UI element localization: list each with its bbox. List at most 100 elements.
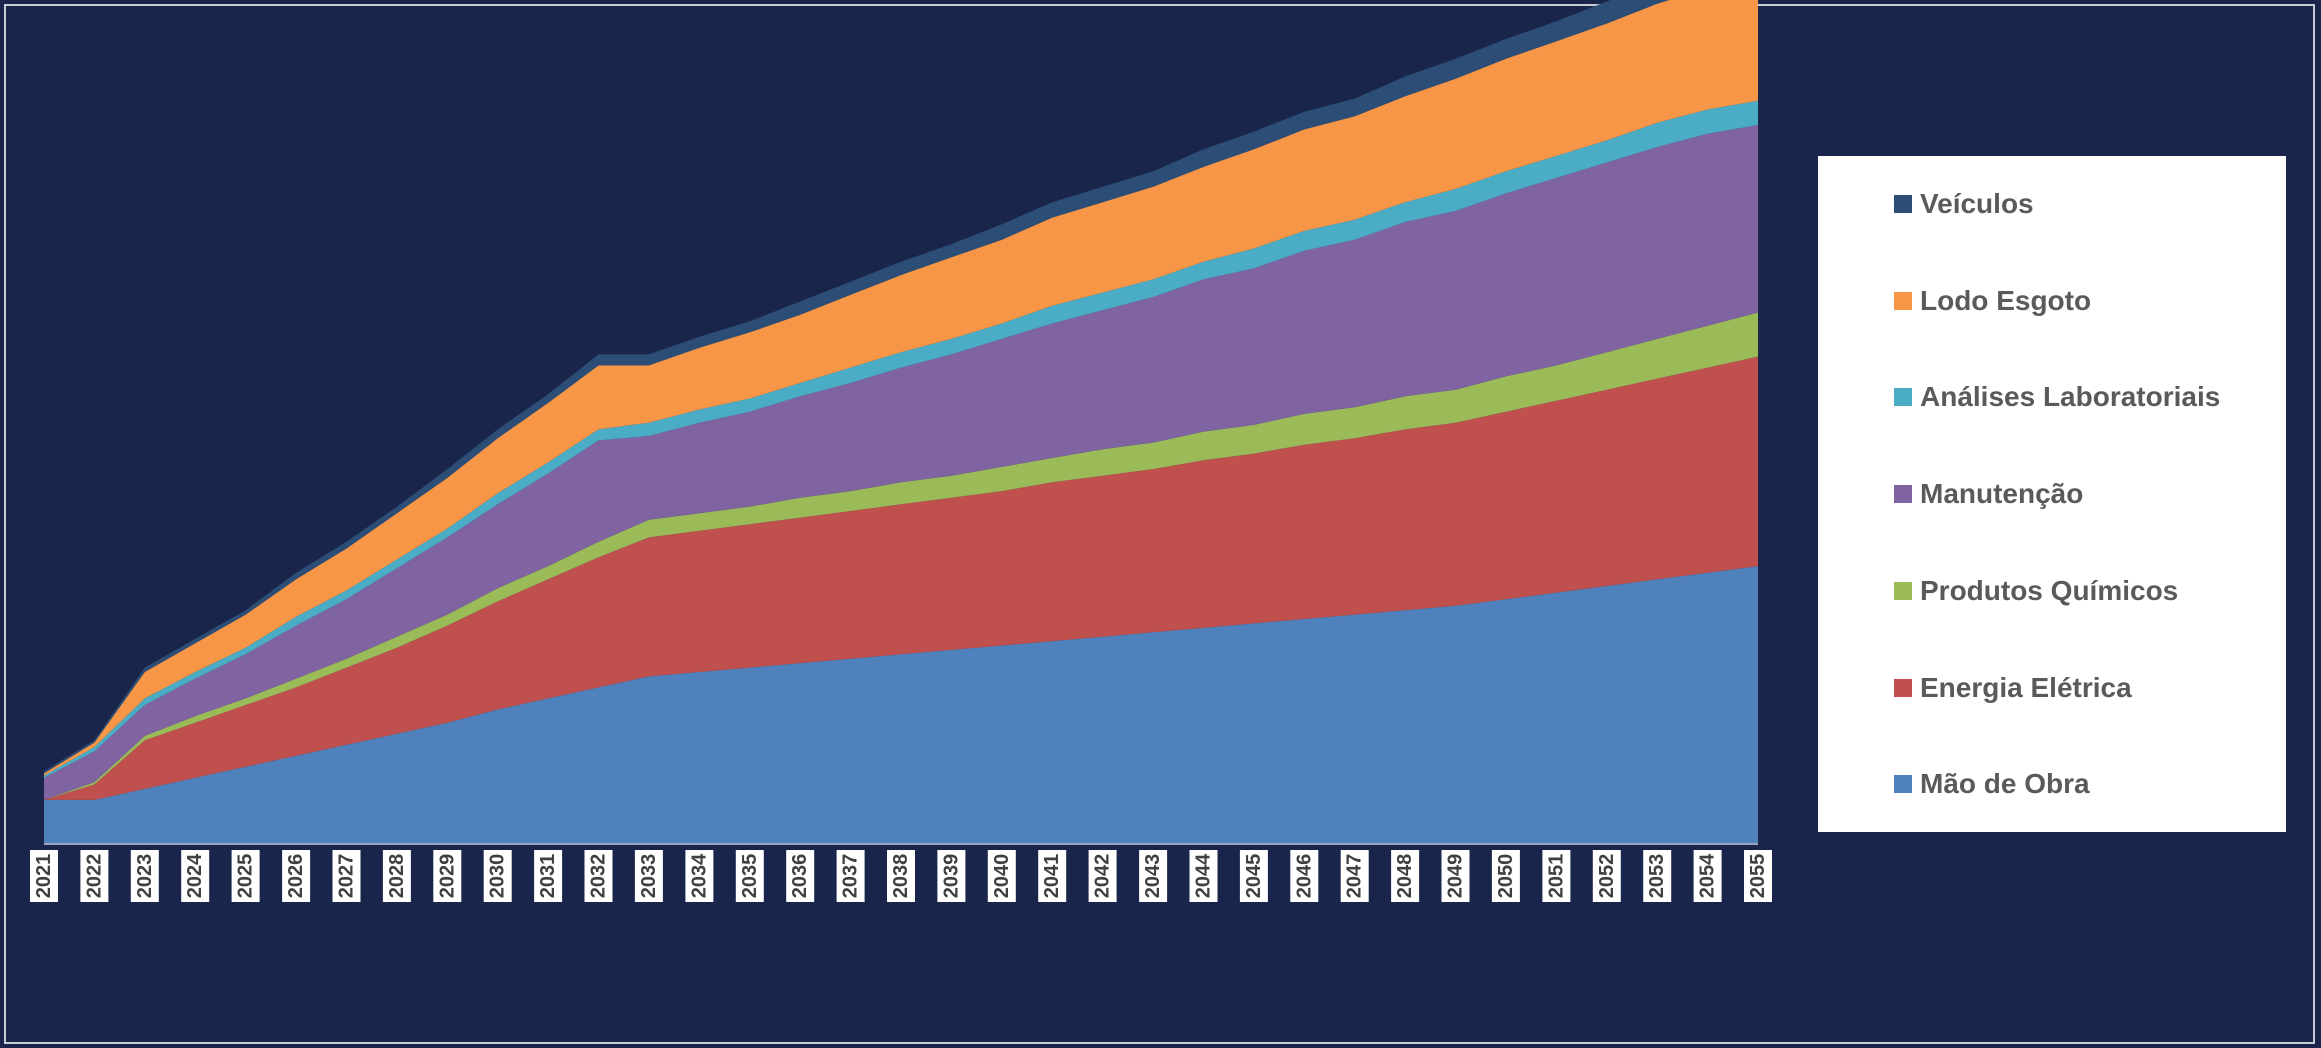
- area-energia-eletrica: [44, 356, 1758, 800]
- x-tick-box: [1290, 850, 1319, 902]
- x-tick-2036: 2036: [786, 850, 815, 902]
- x-tick-2049: 2049: [1441, 850, 1470, 902]
- x-tick-box: [30, 850, 58, 902]
- legend-item-veiculos: Veículos: [1894, 184, 2034, 224]
- x-tick-box: [836, 850, 865, 902]
- x-tick-2034: 2034: [685, 850, 714, 902]
- x-tick-box: [130, 850, 159, 902]
- x-tick-box: [1592, 850, 1621, 902]
- legend-label: Energia Elétrica: [1920, 671, 2132, 703]
- x-tick-2054: 2054: [1693, 850, 1722, 902]
- x-tick-label: 2051: [1545, 854, 1567, 899]
- x-tick-label: 2037: [840, 854, 862, 899]
- x-tick-2037: 2037: [836, 850, 865, 902]
- x-tick-box: [1744, 850, 1772, 902]
- x-tick-box: [735, 850, 764, 902]
- x-tick-box: [231, 850, 260, 902]
- legend-item-mao-de-obra: Mão de Obra: [1894, 764, 2090, 804]
- chart-frame: [4, 4, 2315, 1044]
- x-tick-box: [634, 850, 663, 902]
- x-tick-label: 2044: [1192, 853, 1214, 898]
- x-tick-box: [1391, 850, 1420, 902]
- x-tick-label: 2024: [184, 853, 206, 898]
- x-tick-box: [433, 850, 462, 902]
- x-tick-2031: 2031: [534, 850, 563, 902]
- x-tick-label: 2022: [83, 854, 105, 899]
- x-tick-box: [1491, 850, 1520, 902]
- x-tick-label: 2042: [1092, 854, 1114, 899]
- x-tick-label: 2039: [940, 854, 962, 899]
- x-tick-2040: 2040: [987, 850, 1016, 902]
- x-tick-2042: 2042: [1088, 850, 1117, 902]
- x-tick-2025: 2025: [231, 850, 260, 902]
- x-tick-box: [685, 850, 714, 902]
- legend: Veículos Lodo Esgoto Análises Laboratoriai…: [1818, 156, 2286, 832]
- x-tick-box: [1542, 850, 1571, 902]
- x-tick-label: 2021: [33, 854, 55, 899]
- legend-label: Análises Laboratoriais: [1920, 381, 2221, 413]
- x-tick-2050: 2050: [1491, 850, 1520, 902]
- x-tick-box: [282, 850, 311, 902]
- x-tick-label: 2029: [436, 854, 458, 899]
- x-tick-box: [1643, 850, 1672, 902]
- x-tick-box: [483, 850, 512, 902]
- x-tick-2023: 2023: [130, 850, 159, 902]
- legend-item-analises-laboratoriais: Análises Laboratoriais: [1894, 377, 2220, 417]
- x-tick-2022: 2022: [80, 850, 109, 902]
- x-tick-2038: 2038: [887, 850, 915, 902]
- x-tick-2045: 2045: [1239, 850, 1268, 902]
- x-tick-label: 2023: [134, 854, 156, 899]
- x-axis-tick-labels: 2021 2022 2023 2024 2025 2026 2027 2028 2029 2030…: [30, 850, 1772, 902]
- x-tick-2051: 2051: [1542, 850, 1571, 902]
- x-tick-label: 2052: [1596, 854, 1618, 899]
- x-tick-2021: 2021: [30, 850, 58, 902]
- x-tick-2027: 2027: [332, 850, 361, 902]
- legend-item-lodo-esgoto: Lodo Esgoto: [1894, 281, 2091, 321]
- x-tick-2033: 2033: [634, 850, 663, 902]
- x-tick-label: 2036: [789, 854, 811, 899]
- x-tick-label: 2055: [1747, 854, 1769, 899]
- x-tick-box: [181, 850, 210, 902]
- x-tick-2026: 2026: [282, 850, 311, 902]
- x-tick-label: 2026: [285, 854, 307, 899]
- legend-swatch: [1894, 678, 1912, 697]
- x-tick-box: [937, 850, 966, 902]
- x-tick-label: 2041: [1041, 854, 1063, 899]
- legend-label: Mão de Obra: [1920, 768, 2090, 800]
- x-tick-label: 2034: [688, 853, 710, 898]
- x-tick-label: 2040: [991, 854, 1013, 899]
- x-tick-label: 2027: [335, 854, 357, 899]
- legend-swatch: [1894, 581, 1912, 600]
- x-tick-label: 2053: [1646, 854, 1668, 899]
- x-tick-2043: 2043: [1139, 850, 1168, 902]
- legend-swatch: [1894, 388, 1912, 407]
- x-tick-2053: 2053: [1643, 850, 1672, 902]
- x-tick-2032: 2032: [584, 850, 613, 902]
- area-analises-laboratoriais: [44, 100, 1758, 778]
- x-tick-box: [1693, 850, 1722, 902]
- legend-swatch: [1894, 485, 1912, 504]
- x-tick-label: 2050: [1495, 854, 1517, 899]
- x-tick-box: [1340, 850, 1369, 902]
- x-tick-2029: 2029: [433, 850, 462, 902]
- legend-swatch: [1894, 195, 1912, 213]
- x-tick-2024: 2024: [181, 850, 210, 902]
- x-tick-label: 2033: [638, 854, 660, 899]
- x-tick-label: 2046: [1293, 854, 1315, 899]
- legend-label: Veículos: [1920, 188, 2034, 219]
- x-tick-label: 2038: [890, 854, 912, 899]
- legend-item-produtos-quimicos: Produtos Químicos: [1894, 571, 2178, 611]
- x-tick-box: [584, 850, 613, 902]
- legend-label: Produtos Químicos: [1920, 574, 2179, 606]
- x-tick-2044: 2044: [1189, 850, 1218, 902]
- x-tick-label: 2043: [1142, 854, 1164, 899]
- x-tick-2030: 2030: [483, 850, 512, 902]
- x-tick-box: [1441, 850, 1470, 902]
- x-tick-box: [786, 850, 815, 902]
- legend-label: Manutenção: [1920, 478, 2084, 510]
- x-tick-box: [1239, 850, 1268, 902]
- area-mao-de-obra: [44, 566, 1758, 844]
- x-tick-box: [1088, 850, 1117, 902]
- x-tick-2055: 2055: [1744, 850, 1772, 902]
